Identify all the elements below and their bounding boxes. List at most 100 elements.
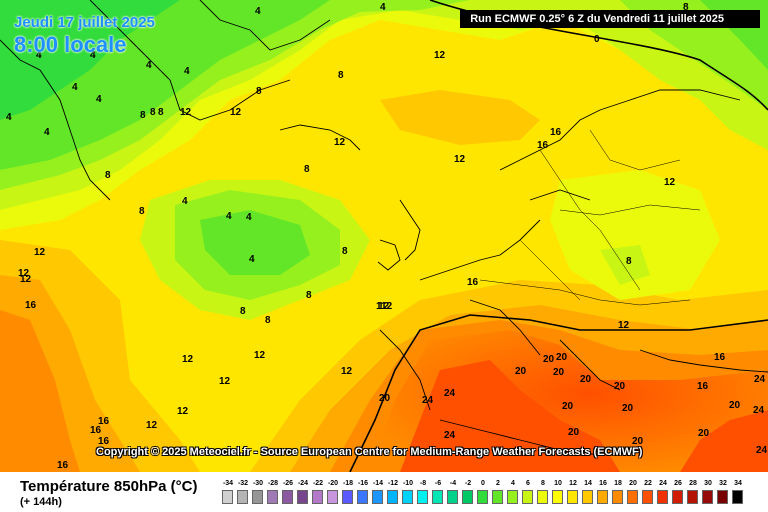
scale-swatch (702, 490, 713, 504)
isotherm-label: 12 (180, 107, 192, 118)
isotherm-label: 16 (714, 352, 726, 363)
scale-tick-label: 34 (734, 480, 742, 487)
scale-tick-label: -12 (387, 480, 399, 487)
cool-pocket-east (550, 170, 720, 300)
isotherm-label: 20 (622, 403, 634, 414)
isotherm-label: 24 (444, 388, 456, 399)
isotherm-label: 20 (729, 400, 741, 411)
hot-core-africa (400, 360, 620, 472)
isotherm-label: 8 (139, 206, 145, 217)
isotherm-label: 12 (34, 247, 46, 258)
scale-swatch (327, 490, 338, 504)
isotherm-label: 8 (683, 2, 689, 13)
scale-tick-label: 16 (599, 480, 607, 487)
scale-swatch (522, 490, 533, 504)
isotherm-label: 4 (146, 60, 152, 71)
isotherm-label: 4 (18, 36, 24, 47)
scale-tick-label: 12 (569, 480, 577, 487)
isotherm-label: 12 (219, 376, 231, 387)
scale-swatch (627, 490, 638, 504)
isotherm-label: 12 (18, 268, 30, 279)
scale-swatch (372, 490, 383, 504)
scale-tick-label: -30 (252, 480, 264, 487)
scale-tick-label: 0 (481, 480, 485, 487)
isotherm-label: 24 (754, 374, 766, 385)
scale-swatch (537, 490, 548, 504)
scale-swatch (687, 490, 698, 504)
cool-pocket-east-2 (600, 245, 650, 285)
isotherm-label: 20 (543, 354, 555, 365)
isotherm-label: 24 (753, 405, 765, 416)
scale-swatch (597, 490, 608, 504)
isotherm-label: 24 (756, 445, 768, 456)
scale-tick-label: 26 (674, 480, 682, 487)
scale-swatch (342, 490, 353, 504)
scale-tick-label: 10 (554, 480, 562, 487)
scale-tick-label: 20 (629, 480, 637, 487)
scale-swatch (252, 490, 263, 504)
isotherm-label: 4 (90, 50, 96, 61)
isotherm-label: 16 (697, 381, 709, 392)
isotherm-label: 4 (246, 212, 252, 223)
isotherm-label: 8 (304, 164, 310, 175)
isotherm-label: 16 (90, 425, 102, 436)
isotherm-label: 20 (614, 381, 626, 392)
color-scale: -34 -32 -30 -28 -26 -24 -22 -20 -18 -16 -14 -12 -10-… (222, 480, 750, 508)
isotherm-label: 12 (341, 366, 353, 377)
scale-swatch (432, 490, 443, 504)
scale-tick-label: 22 (644, 480, 652, 487)
isotherm-label: 8 (140, 110, 146, 121)
scale-tick-label: -22 (312, 480, 324, 487)
isotherm-label: 8 (342, 246, 348, 257)
scale-swatch (567, 490, 578, 504)
scale-swatch (612, 490, 623, 504)
isotherm-label: 20 (562, 401, 574, 412)
isotherm-label: 8 (265, 315, 271, 326)
isotherm-label: 4 (6, 112, 12, 123)
scale-tick-label: 24 (659, 480, 667, 487)
isotherm-label: 12 (182, 354, 194, 365)
isotherm-label: 16 (25, 300, 37, 311)
isotherm-label: 8 (306, 290, 312, 301)
isotherm-label: 12 (20, 274, 32, 285)
scale-tick-label: -16 (357, 480, 369, 487)
scale-swatch (507, 490, 518, 504)
scale-tick-label: -2 (464, 480, 472, 487)
scale-swatch (717, 490, 728, 504)
scale-tick-label: -26 (282, 480, 294, 487)
scale-swatch (477, 490, 488, 504)
legend-footer: Température 850hPa (°C) (+ 144h) -34 -32-… (0, 472, 768, 512)
scale-swatch (672, 490, 683, 504)
isotherm-label: 20 (698, 428, 710, 439)
isotherm-label: 20 (379, 393, 391, 404)
warm-pocket-north-2 (380, 90, 540, 145)
scale-tick-label: -18 (342, 480, 354, 487)
isotherm-label: 16 (467, 277, 479, 288)
isotherm-label: 0 (594, 34, 600, 45)
scale-tick-label: 28 (689, 480, 697, 487)
scale-swatch (357, 490, 368, 504)
isotherm-label: 8 (105, 170, 111, 181)
scale-tick-label: 4 (511, 480, 515, 487)
isotherm-label: 12 (177, 406, 189, 417)
isotherm-label: 12 (146, 420, 158, 431)
isotherm-label: 4 (249, 254, 255, 265)
isotherm-label: 20 (553, 367, 565, 378)
isotherm-label: 8 (158, 107, 164, 118)
forecast-time: 8:00 locale (14, 32, 127, 57)
scale-swatch (642, 490, 653, 504)
cold-band-greenland (0, 0, 180, 120)
isotherm-label: 20 (568, 427, 580, 438)
scale-swatch (657, 490, 668, 504)
isotherm-label: 8 (150, 107, 156, 118)
scale-tick-label: -32 (237, 480, 249, 487)
copyright-notice: Copyright © 2025 Meteociel.fr - Source E… (96, 446, 643, 458)
coastlines (0, 0, 768, 456)
isotherm-label: 16 (98, 436, 110, 447)
isotherm-label: 4 (72, 82, 78, 93)
isotherm-label: 4 (36, 50, 42, 61)
scale-swatch (417, 490, 428, 504)
isotherm-label: 12 (230, 107, 242, 118)
